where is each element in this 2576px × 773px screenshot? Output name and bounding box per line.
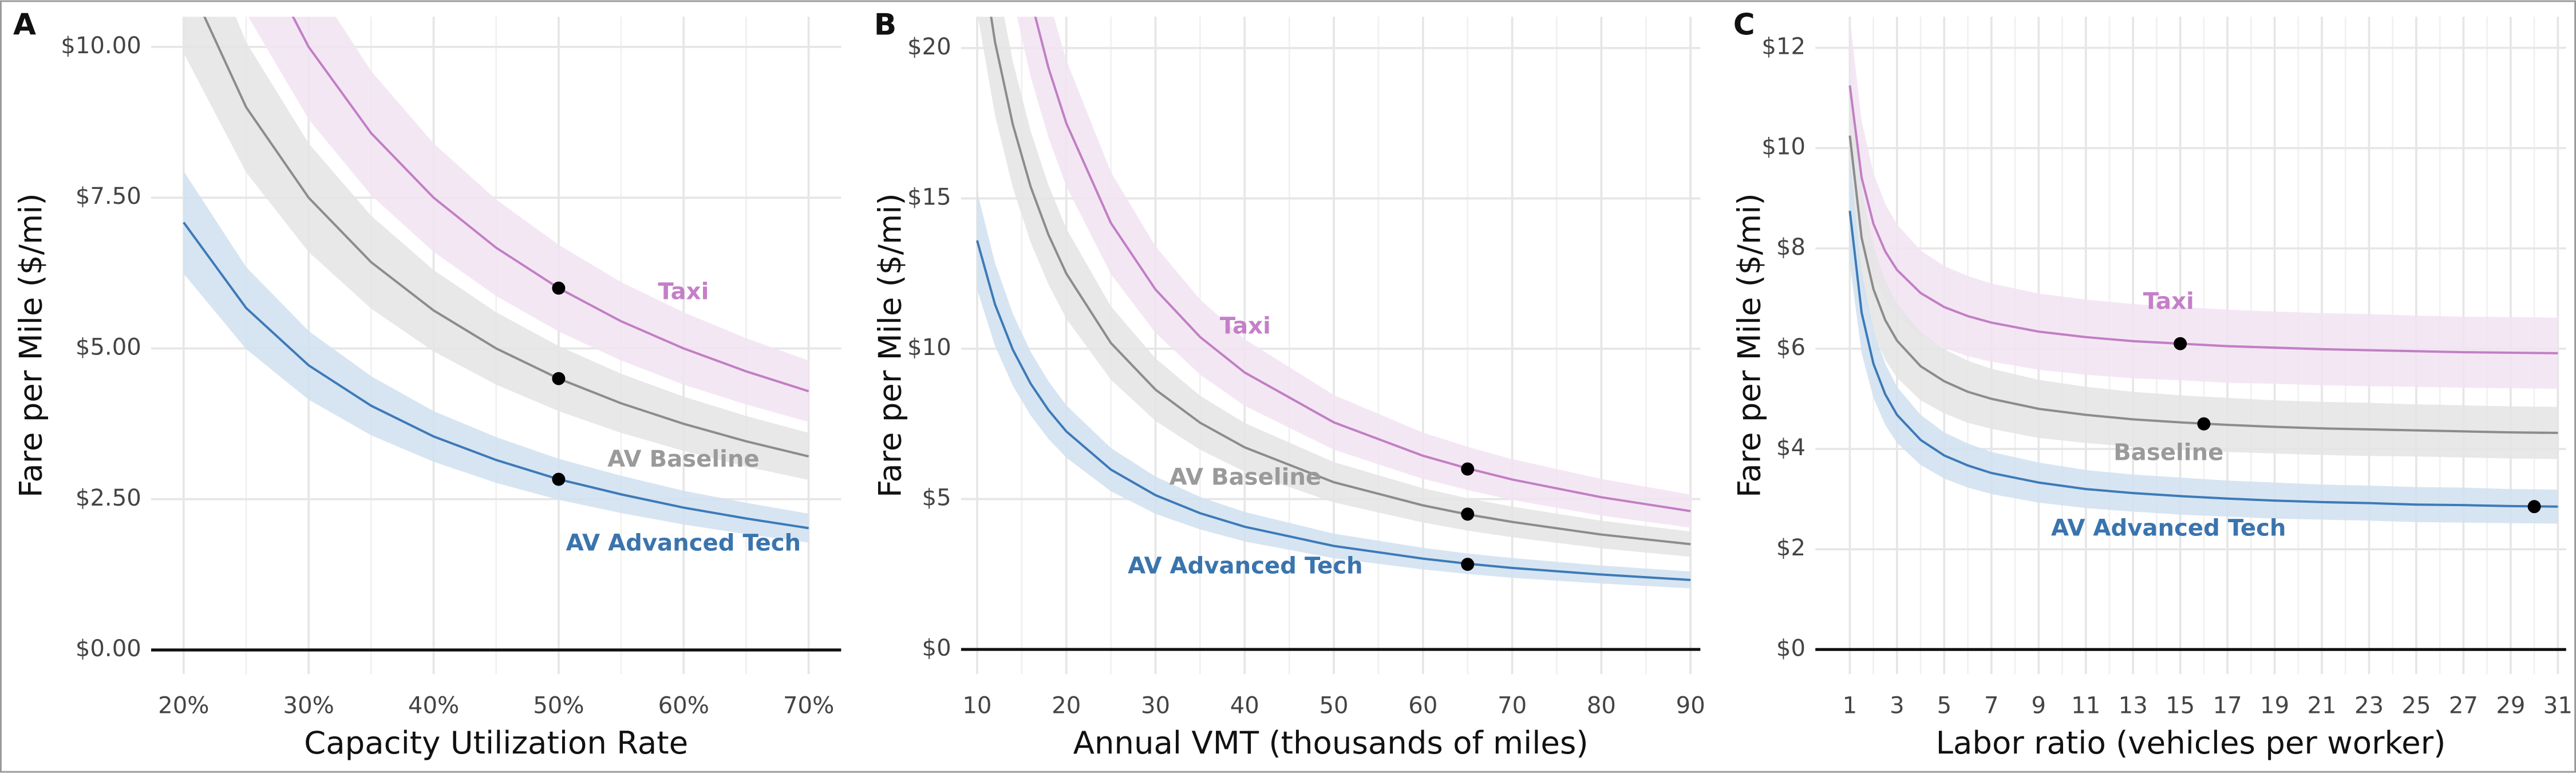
y-axis-title: Fare per Mile ($/mi) [871,193,908,498]
x-tick-label: 30 [1141,693,1170,719]
reference-point [2527,500,2541,514]
y-tick-label: $10 [907,334,951,361]
x-tick-label: 1 [1843,693,1858,719]
panel-label: B [874,7,896,42]
x-tick-label: 30% [283,693,334,719]
confidence-band [977,191,1691,589]
y-tick-label: $0 [922,635,951,661]
series-label: AV Advanced Tech [566,530,801,557]
series-label: AV Baseline [1170,464,1322,491]
y-tick-label: $20 [907,34,951,60]
confidence-band [183,171,809,543]
x-axis-title: Annual VMT (thousands of miles) [1073,724,1589,761]
x-tick-label: 60% [658,693,709,719]
plot-area [183,17,809,543]
series-label: Taxi [1220,313,1271,340]
x-tick-label: 17 [2213,693,2242,719]
reference-point [552,372,566,385]
x-tick-label: 40 [1230,693,1259,719]
series-line [990,17,1691,546]
series-line [203,17,809,458]
x-tick-label: 10 [962,693,991,719]
y-tick-label: $2.50 [76,485,141,511]
y-tick-label: $8 [1776,234,1805,261]
y-tick-label: $4 [1776,435,1805,461]
y-tick-label: $5.00 [76,334,141,361]
y-axis-title: Fare per Mile ($/mi) [13,193,49,498]
y-tick-label: $10.00 [61,33,141,59]
reference-point [1461,462,1475,476]
y-tick-label: $0 [1776,635,1805,661]
confidence-band [1017,17,1691,528]
x-tick-label: 50 [1319,693,1349,719]
x-tick-label: 11 [2071,693,2100,719]
series-line [183,222,809,530]
x-tick-label: 20 [1052,693,1081,719]
confidence-band [248,17,809,423]
x-tick-label: 80 [1587,693,1616,719]
series-line [291,17,809,393]
reference-point [1461,558,1475,571]
x-tick-label: 9 [2031,693,2046,719]
confidence-band [1850,74,2558,459]
x-tick-label: 15 [2166,693,2195,719]
confidence-band [1850,18,2558,389]
reference-point [552,281,566,295]
y-tick-label: $10 [1761,134,1805,160]
x-tick-label: 25 [2401,693,2431,719]
x-tick-label: 27 [2449,693,2478,719]
plot-area [975,17,1691,589]
plot-area [1848,18,2558,524]
x-axis-title: Labor ratio (vehicles per worker) [1936,724,2446,761]
x-tick-label: 50% [533,693,584,719]
reference-point [1461,507,1475,521]
reference-point [2174,337,2187,350]
x-tick-label: 13 [2119,693,2148,719]
x-tick-label: 70 [1498,693,1527,719]
series-label: AV Advanced Tech [1128,553,1363,579]
series-label: Taxi [658,278,709,305]
y-tick-label: $2 [1776,535,1805,561]
x-tick-label: 3 [1890,693,1905,719]
series-label: Taxi [2143,289,2194,315]
series-line [1848,210,2558,508]
y-tick-label: $5 [922,485,951,511]
y-tick-label: $6 [1776,334,1805,361]
y-axis-title: Fare per Mile ($/mi) [1730,193,1767,498]
x-tick-label: 31 [2543,693,2573,719]
reference-point [2197,417,2211,431]
x-tick-label: 70% [783,693,834,719]
series-line [975,240,1691,581]
y-tick-label: $0.00 [76,636,141,662]
series-label: Baseline [2113,440,2223,466]
x-axis-title: Capacity Utilization Rate [304,724,688,761]
panel-label: C [1733,7,1755,42]
x-tick-label: 7 [1984,693,1999,719]
x-tick-label: 40% [408,693,459,719]
x-tick-label: 19 [2260,693,2289,719]
y-tick-label: $7.50 [76,183,141,210]
x-tick-label: 5 [1937,693,1952,719]
y-tick-label: $15 [907,184,951,210]
confidence-band [183,17,809,480]
x-tick-label: 21 [2307,693,2336,719]
x-tick-label: 90 [1676,693,1705,719]
series-label: AV Baseline [607,446,760,472]
reference-point [552,472,566,486]
series-line [1848,135,2558,435]
x-tick-label: 23 [2354,693,2384,719]
x-tick-label: 60 [1408,693,1437,719]
y-tick-label: $12 [1761,34,1805,60]
x-tick-label: 20% [158,693,209,719]
series-label: AV Advanced Tech [2051,515,2286,542]
series-line [1848,85,2558,354]
series-line [1034,17,1691,512]
x-tick-label: 29 [2496,693,2525,719]
panel-label: A [13,7,36,42]
